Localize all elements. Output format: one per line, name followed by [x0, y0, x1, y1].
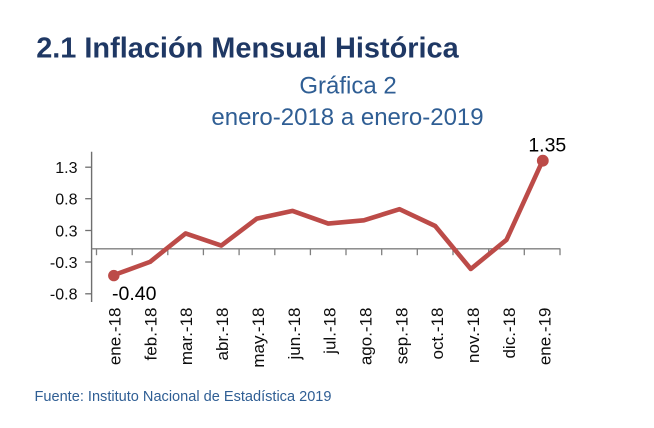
svg-text:Gráfica 2: Gráfica 2: [299, 72, 396, 99]
svg-text:Fuente: Instituto Nacional de: Fuente: Instituto Nacional de Estadístic…: [35, 388, 332, 405]
svg-text:may.-18: may.-18: [249, 308, 268, 368]
svg-text:2.1 Inflación Mensual Históric: 2.1 Inflación Mensual Histórica: [36, 32, 459, 64]
svg-text:abr.-18: abr.-18: [213, 308, 232, 361]
svg-text:-0.8: -0.8: [50, 287, 78, 304]
svg-text:mar.-18: mar.-18: [177, 308, 196, 366]
svg-text:ene.-18: ene.-18: [106, 308, 125, 366]
svg-text:ago.-18: ago.-18: [357, 308, 376, 366]
svg-text:dic.-18: dic.-18: [500, 308, 519, 359]
svg-text:oct.-18: oct.-18: [428, 308, 447, 360]
svg-text:jul.-18: jul.-18: [321, 308, 340, 355]
svg-text:sep.-18: sep.-18: [392, 308, 411, 365]
svg-text:-0.40: -0.40: [112, 283, 157, 305]
svg-text:0.8: 0.8: [55, 192, 77, 209]
svg-text:feb.-18: feb.-18: [141, 308, 160, 361]
svg-text:ene.-19: ene.-19: [536, 308, 555, 366]
svg-text:-0.3: -0.3: [50, 255, 78, 272]
svg-text:0.3: 0.3: [55, 223, 77, 240]
svg-text:enero-2018 a enero-2019: enero-2018 a enero-2019: [211, 104, 483, 131]
svg-text:nov.-18: nov.-18: [464, 308, 483, 363]
svg-text:1.3: 1.3: [55, 160, 77, 177]
svg-text:1.35: 1.35: [528, 134, 566, 156]
svg-text:jun.-18: jun.-18: [285, 308, 304, 361]
